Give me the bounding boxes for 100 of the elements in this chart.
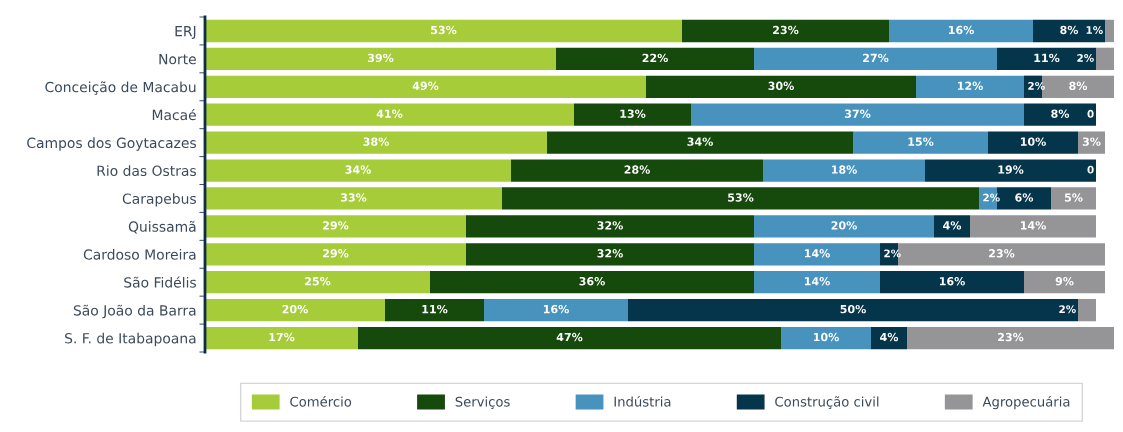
bar — [754, 215, 934, 238]
bar — [358, 326, 781, 350]
bar — [430, 271, 754, 294]
data-label: 53% — [431, 25, 457, 35]
bar — [205, 19, 682, 43]
bar — [511, 159, 763, 182]
data-label: 37% — [844, 109, 871, 118]
data-label: 29% — [323, 221, 349, 230]
data-label: 16% — [543, 304, 569, 314]
data-label: 11% — [422, 304, 448, 314]
data-label: 49% — [412, 81, 439, 91]
bar — [871, 326, 907, 350]
bar — [385, 298, 484, 322]
bar — [754, 243, 880, 266]
bar — [466, 215, 754, 238]
data-label: 36% — [579, 277, 605, 286]
data-label: 2% — [1059, 305, 1076, 314]
data-label: 23% — [998, 332, 1024, 342]
bar — [1024, 271, 1105, 294]
bar — [205, 326, 358, 350]
data-label: 34% — [687, 137, 713, 146]
data-label: 47% — [556, 332, 583, 342]
bar — [205, 159, 511, 182]
y-tick-label: Macaé — [152, 108, 196, 121]
data-label: 20% — [831, 221, 857, 230]
bar — [1105, 19, 1114, 43]
data-label: 33% — [340, 193, 367, 202]
y-tick-label: Norte — [159, 54, 196, 65]
bar — [628, 298, 1078, 322]
bar — [907, 326, 1114, 350]
data-label: 16% — [939, 277, 965, 286]
data-label: 23% — [773, 25, 799, 35]
bar — [205, 271, 430, 294]
bar — [880, 271, 1024, 294]
data-label: 14% — [1020, 221, 1046, 230]
legend-label: Serviços — [455, 396, 510, 410]
data-label: 53% — [728, 193, 754, 202]
data-label: 25% — [305, 277, 331, 286]
bar — [574, 103, 691, 126]
data-label: 32% — [597, 221, 623, 230]
data-label: 17% — [269, 332, 295, 342]
data-label: 13% — [620, 109, 646, 118]
bar — [889, 19, 1033, 43]
data-label: 29% — [323, 249, 349, 258]
data-label: 4% — [943, 221, 962, 230]
data-label: 10% — [813, 332, 839, 342]
bar — [556, 47, 754, 71]
bar — [925, 159, 1096, 182]
data-label: 8% — [1060, 25, 1079, 35]
data-label: 28% — [624, 165, 650, 174]
bar — [781, 326, 871, 350]
y-tick-label: Carapebus — [122, 193, 196, 207]
data-label: 18% — [831, 165, 857, 174]
bar — [934, 215, 970, 238]
bar — [205, 75, 646, 98]
bar — [205, 47, 556, 71]
bar — [205, 187, 502, 210]
data-label: 8% — [1051, 109, 1070, 118]
data-label: 9% — [1055, 277, 1074, 286]
bar — [754, 47, 997, 71]
bar — [997, 47, 1096, 71]
bar — [754, 271, 880, 294]
data-label: 19% — [998, 165, 1024, 174]
y-tick-label: ERJ — [175, 26, 196, 40]
y-tick-label: Cardoso Moreira — [83, 249, 196, 260]
bar — [205, 131, 547, 154]
bar — [205, 298, 385, 322]
bar — [691, 103, 1024, 126]
bar — [1024, 103, 1096, 126]
data-label: 16% — [948, 25, 974, 35]
data-label: 38% — [363, 137, 389, 146]
legend-label: Comércio — [290, 395, 352, 407]
data-label: 3% — [1082, 137, 1101, 146]
bar — [205, 103, 574, 126]
data-label: 22% — [642, 53, 668, 63]
data-label: 1% — [1086, 26, 1103, 34]
data-label: 15% — [908, 137, 934, 146]
bar — [1078, 298, 1096, 322]
bar — [205, 215, 466, 238]
bar — [502, 187, 979, 210]
bar — [466, 243, 754, 266]
bar — [763, 159, 925, 182]
data-label: 50% — [840, 304, 866, 314]
bar — [853, 131, 988, 154]
bar — [988, 131, 1078, 154]
data-label: 23% — [989, 249, 1015, 258]
data-label: 20% — [282, 304, 308, 314]
bar — [1078, 131, 1105, 154]
data-label: 6% — [1015, 193, 1034, 202]
data-label: 0 — [1087, 165, 1094, 174]
data-label: 14% — [804, 249, 830, 258]
data-label: 41% — [376, 109, 403, 118]
data-label: 12% — [957, 81, 983, 91]
data-label: 5% — [1064, 193, 1083, 202]
bar — [205, 243, 466, 266]
data-label: 0 — [1087, 109, 1094, 118]
data-label: 8% — [1069, 81, 1088, 91]
y-tick-label: Quissamã — [128, 220, 196, 234]
data-label: 2% — [1077, 54, 1094, 62]
y-tick-label: São João da Barra — [73, 304, 196, 319]
